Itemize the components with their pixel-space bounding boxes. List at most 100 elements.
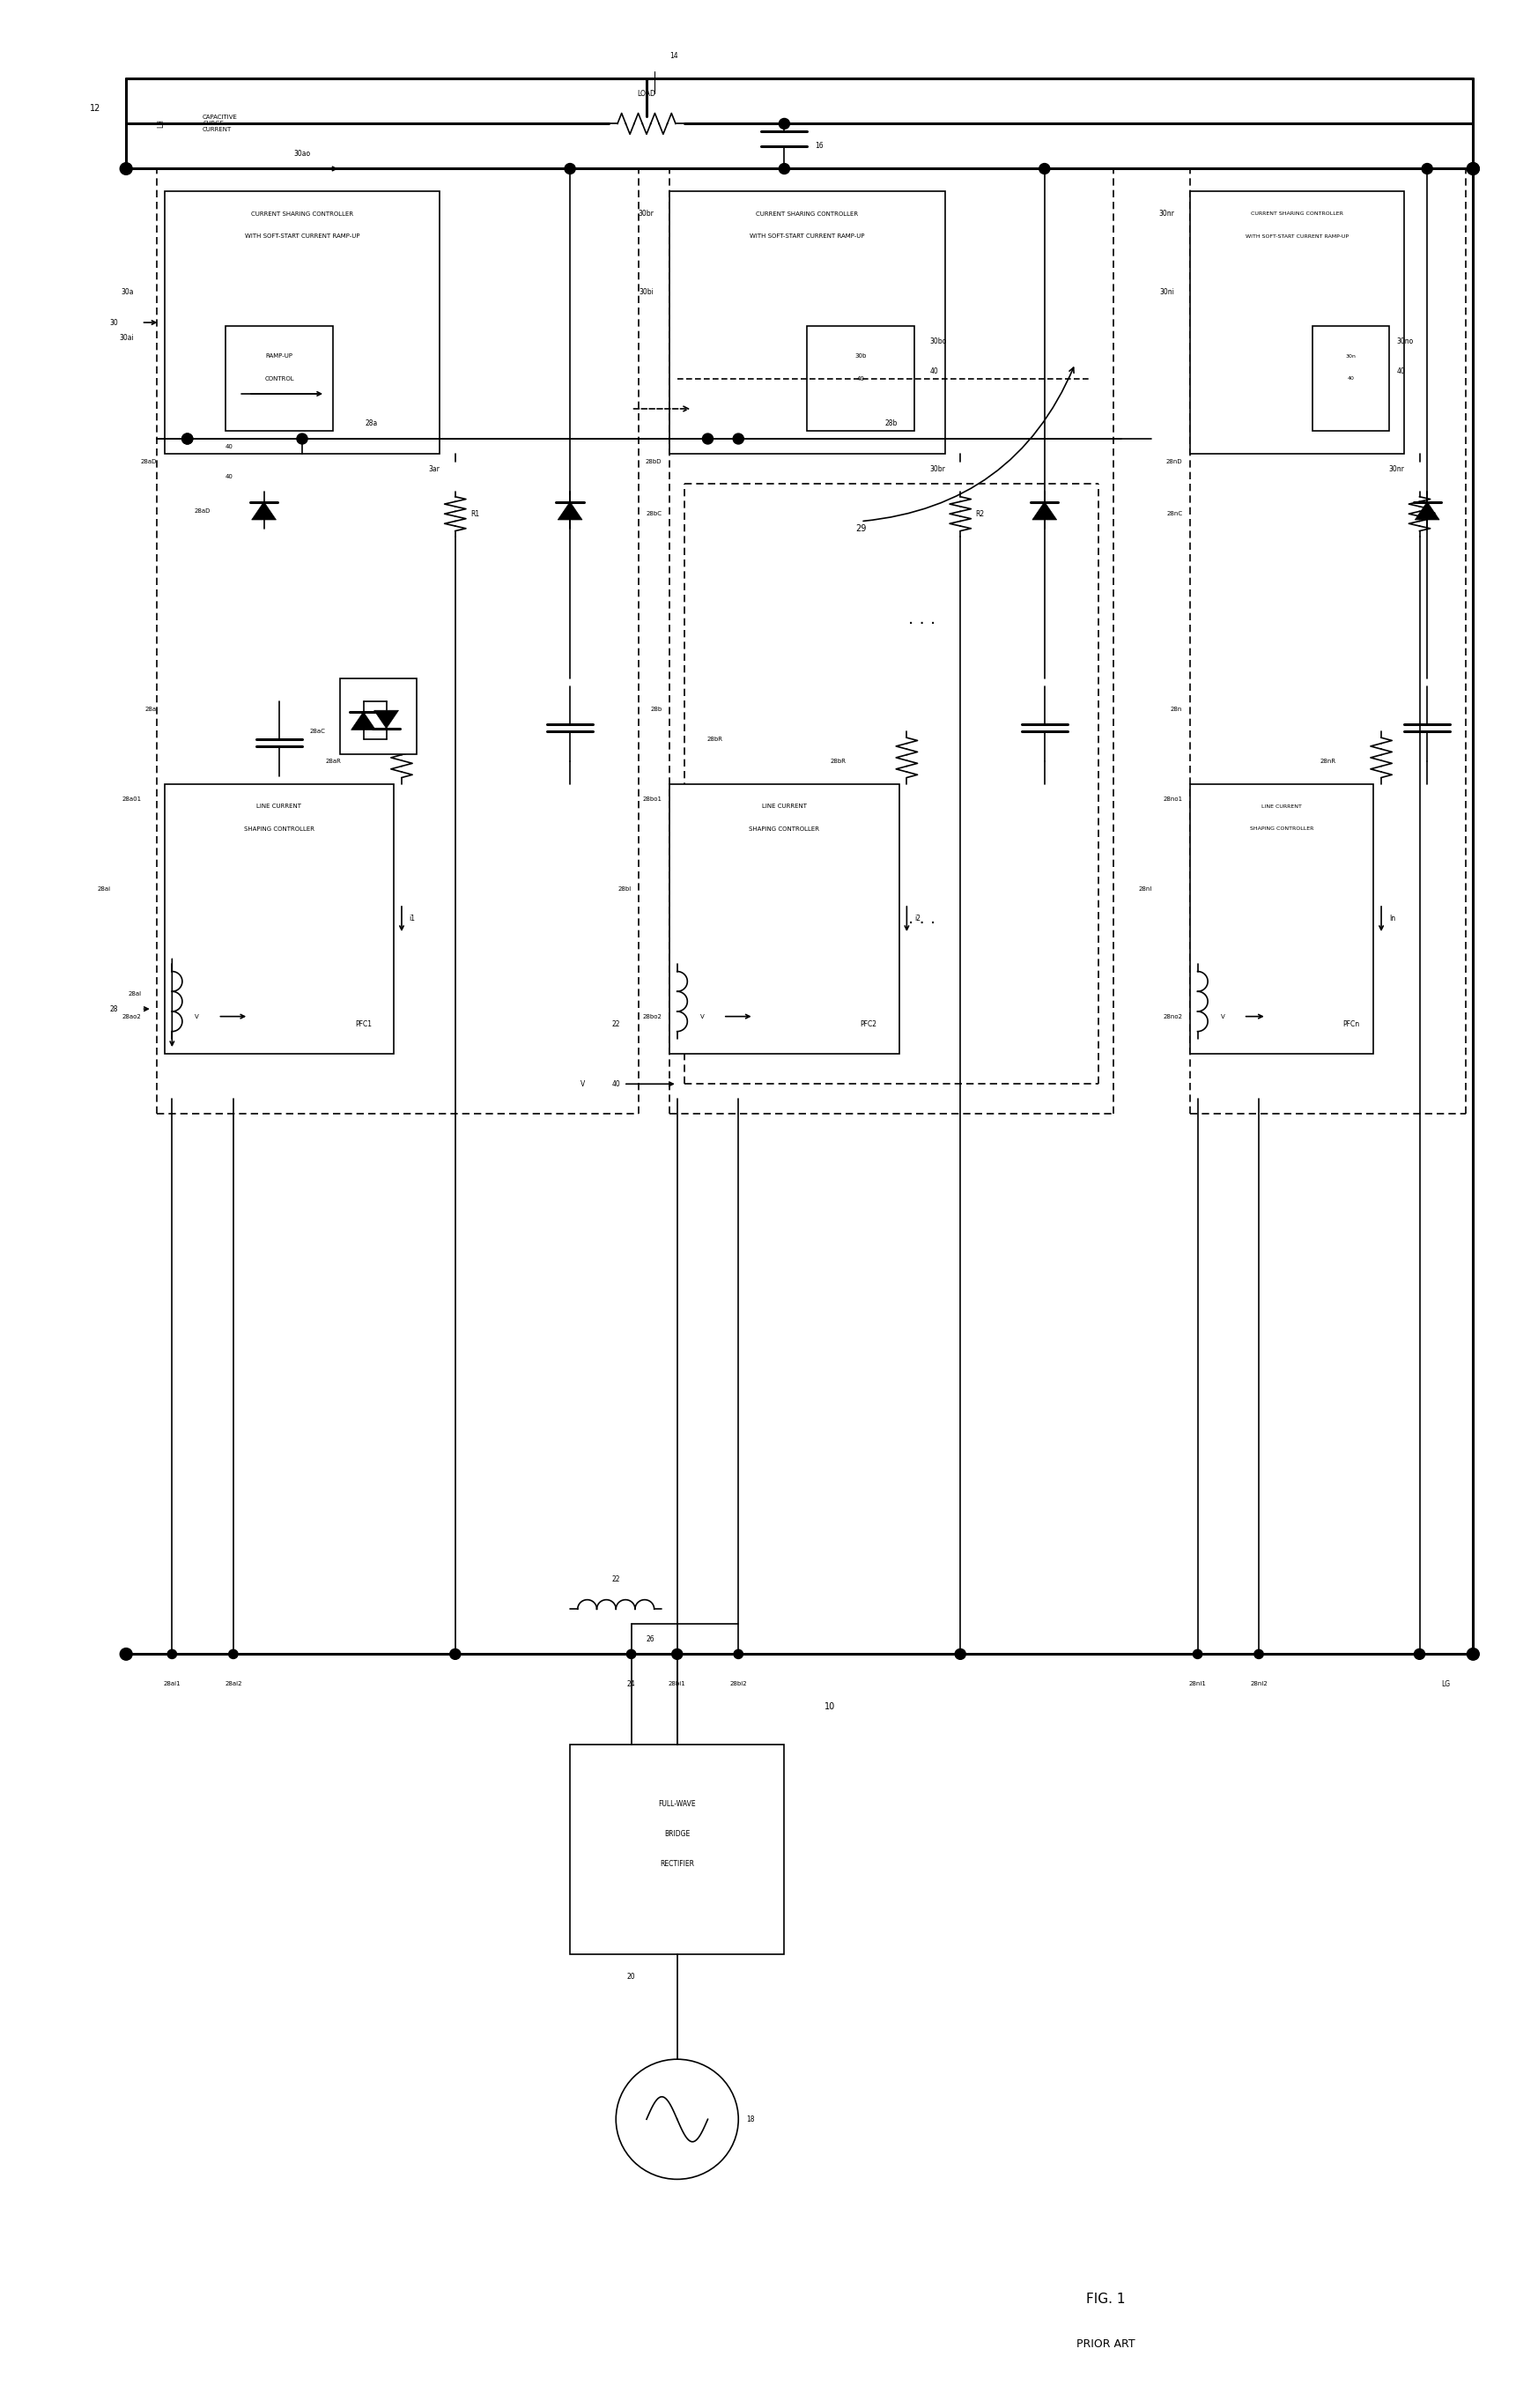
Circle shape [734,1649,743,1659]
Bar [669,785,900,1055]
Text: 28aD: 28aD [194,508,211,513]
Text: FULL-WAVE: FULL-WAVE [658,1801,695,1808]
Circle shape [297,433,308,443]
Circle shape [955,1649,966,1659]
Text: LINE CURRENT: LINE CURRENT [1261,804,1303,809]
Text: 28a01: 28a01 [122,797,141,802]
Text: 28n: 28n [1170,706,1183,710]
Polygon shape [252,501,277,520]
Text: i1: i1 [409,915,415,922]
Text: 28aD: 28aD [140,458,157,465]
Text: V: V [581,1081,586,1088]
Polygon shape [1032,501,1057,520]
Text: 30b: 30b [855,354,867,359]
Text: i2: i2 [915,915,921,922]
Text: LH: LH [157,120,165,128]
Text: PRIOR ART: PRIOR ART [1077,2338,1135,2350]
Bar [165,785,394,1055]
Text: 3ar: 3ar [429,465,440,472]
Text: . . .: . . . [909,612,935,626]
Circle shape [672,1649,681,1659]
Text: 28bR: 28bR [831,759,846,763]
Text: V: V [195,1014,200,1019]
Bar [669,190,944,453]
Text: 22: 22 [612,1021,620,1028]
Text: 28no2: 28no2 [1163,1014,1183,1019]
Text: LINE CURRENT: LINE CURRENT [761,804,807,809]
Text: 28b: 28b [651,706,661,710]
Circle shape [626,1649,635,1659]
Circle shape [449,1649,460,1659]
Text: 40: 40 [857,376,864,380]
Text: SHAPING CONTROLLER: SHAPING CONTROLLER [1250,826,1313,831]
Bar [340,679,417,754]
Text: 28bi2: 28bi2 [729,1681,747,1686]
Text: SHAPING CONTROLLER: SHAPING CONTROLLER [245,826,314,831]
Text: 28bo1: 28bo1 [643,797,661,802]
Text: WITH SOFT-START CURRENT RAMP-UP: WITH SOFT-START CURRENT RAMP-UP [245,234,360,238]
Circle shape [120,164,132,176]
Text: 20: 20 [628,1972,635,1982]
Circle shape [229,1649,238,1659]
Text: 28bR: 28bR [707,737,723,742]
Text: In: In [1389,915,1395,922]
Text: WITH SOFT-START CURRENT RAMP-UP: WITH SOFT-START CURRENT RAMP-UP [1246,234,1349,238]
Circle shape [1467,164,1480,176]
Text: 22: 22 [612,1575,620,1582]
Text: 30ni: 30ni [1160,289,1175,296]
Circle shape [564,164,575,173]
Text: SHAPING CONTROLLER: SHAPING CONTROLLER [749,826,820,831]
Circle shape [1193,1649,1203,1659]
Text: PFCn: PFCn [1343,1021,1360,1028]
Circle shape [181,433,192,443]
Text: 28ai1: 28ai1 [163,1681,180,1686]
Circle shape [181,433,192,443]
Text: 29: 29 [855,525,866,532]
Bar [1190,190,1404,453]
Text: RECTIFIER: RECTIFIER [660,1861,694,1869]
Circle shape [1421,164,1432,173]
Polygon shape [351,713,375,730]
Text: CURRENT SHARING CONTROLLER: CURRENT SHARING CONTROLLER [1250,212,1343,217]
Text: 28bD: 28bD [646,458,661,465]
Text: 28bI: 28bI [618,886,631,891]
Text: 28ai: 28ai [97,886,111,891]
Text: 28a: 28a [145,706,157,710]
Circle shape [1467,164,1480,176]
Text: 28nR: 28nR [1320,759,1337,763]
Polygon shape [374,710,398,727]
Text: V: V [1221,1014,1224,1019]
Text: CAPACITIVE
SURGE
CURRENT: CAPACITIVE SURGE CURRENT [203,116,238,132]
Text: Rn: Rn [1427,510,1436,518]
Text: R1: R1 [471,510,480,518]
Text: 28b: 28b [886,419,898,429]
Text: 12: 12 [91,104,102,113]
Polygon shape [558,501,583,520]
Text: WITH SOFT-START CURRENT RAMP-UP: WITH SOFT-START CURRENT RAMP-UP [751,234,864,238]
Text: 28nD: 28nD [1166,458,1183,465]
Circle shape [120,1647,132,1659]
Circle shape [703,433,714,443]
Polygon shape [1415,501,1440,520]
Text: LOAD: LOAD [637,89,655,99]
Text: 30bo: 30bo [929,337,947,344]
Text: BRIDGE: BRIDGE [664,1830,691,1837]
Text: 28ai2: 28ai2 [225,1681,241,1686]
Text: 30: 30 [109,318,118,327]
Text: 10: 10 [824,1702,835,1712]
Text: CONTROL: CONTROL [265,376,294,380]
Text: LG: LG [1441,1681,1450,1688]
Text: 40: 40 [929,368,938,376]
Text: CURRENT SHARING CONTROLLER: CURRENT SHARING CONTROLLER [757,212,858,217]
Bar [571,1743,784,1955]
Bar [1190,785,1373,1055]
Text: CURRENT SHARING CONTROLLER: CURRENT SHARING CONTROLLER [251,212,354,217]
Text: 30nr: 30nr [1389,465,1404,472]
Text: FIG. 1: FIG. 1 [1086,2292,1126,2307]
Bar [226,325,332,431]
Text: 30br: 30br [929,465,944,472]
Text: 30ao: 30ao [294,149,311,157]
Text: 40: 40 [612,1081,620,1088]
Text: 16: 16 [815,142,823,149]
Text: R2: R2 [975,510,984,518]
